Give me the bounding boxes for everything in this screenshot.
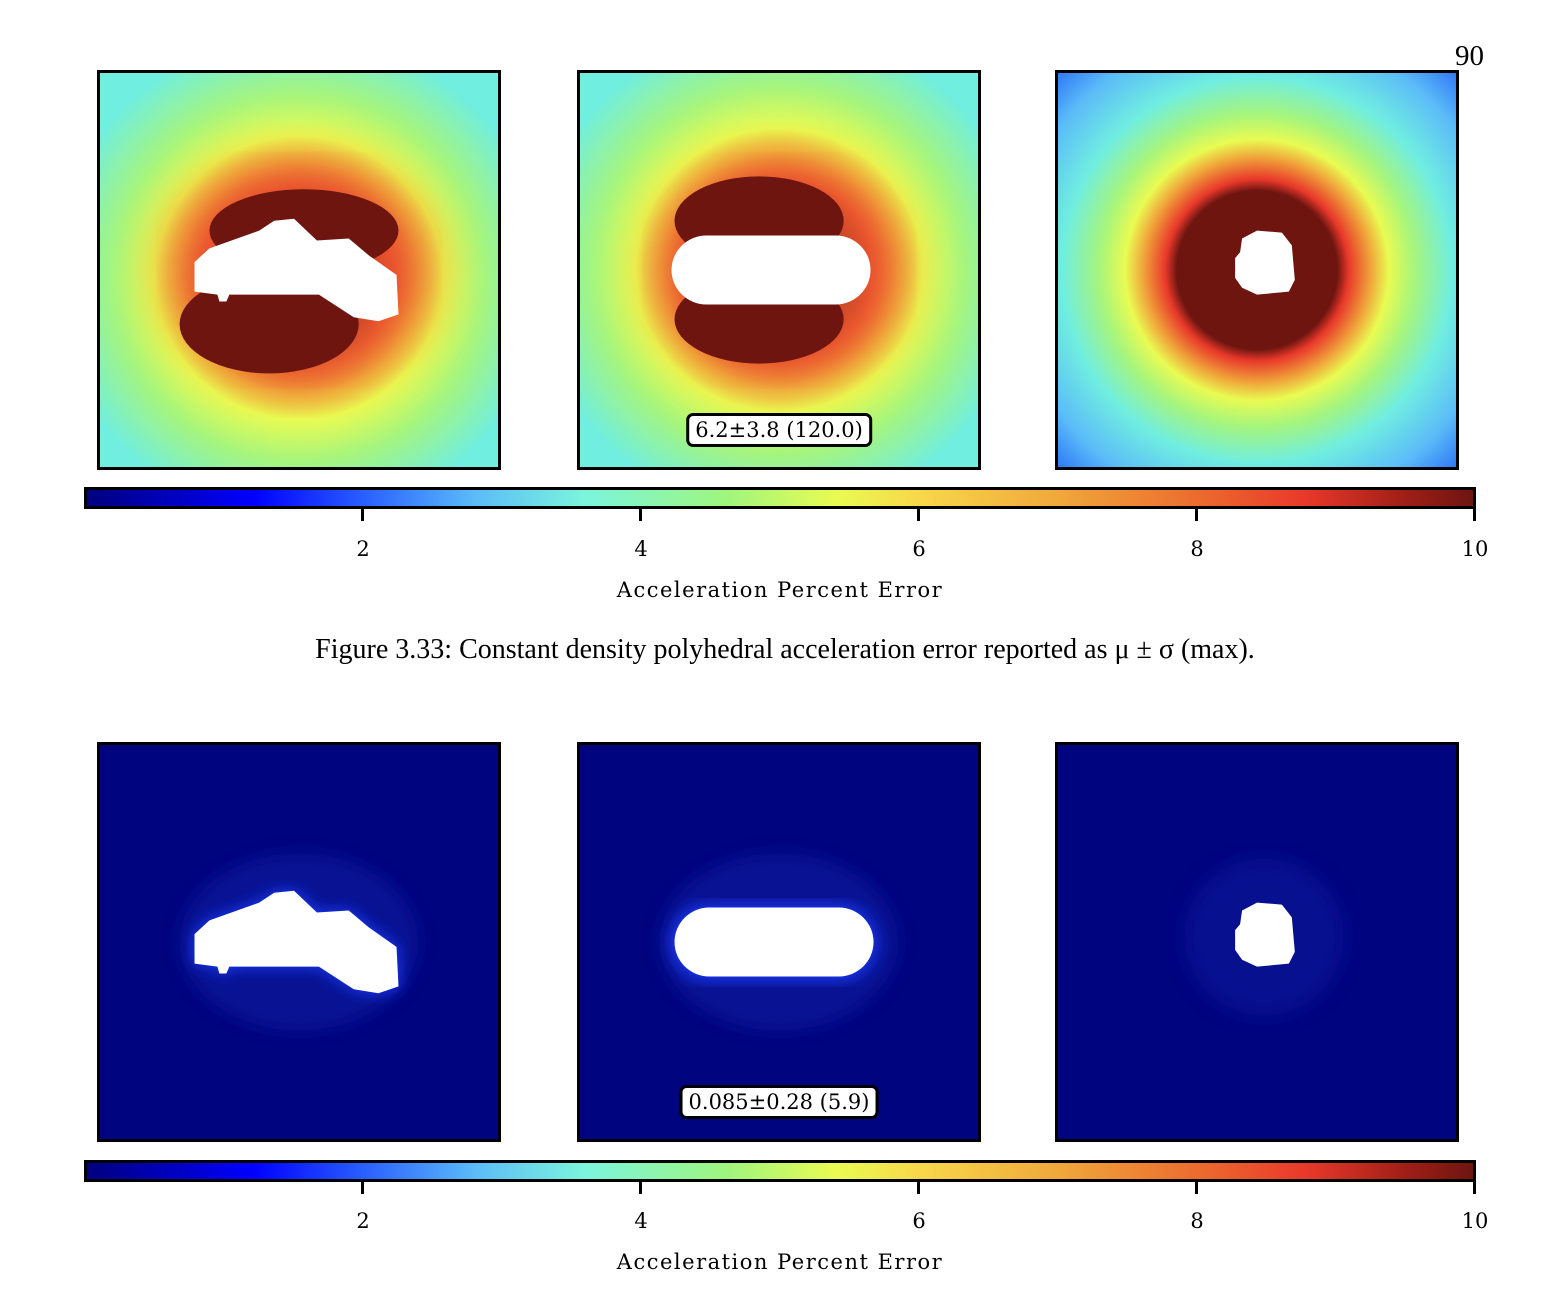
colorbar-tick	[1473, 1182, 1476, 1194]
tick-label: 6	[912, 537, 926, 561]
colorbar-tick	[1195, 1182, 1198, 1194]
colorbar-label: Acceleration Percent Error	[616, 578, 944, 602]
figure-caption: Figure 3.33: Constant density polyhedral…	[315, 634, 1255, 665]
tick-label: 8	[1190, 1209, 1204, 1233]
bottom-panel-capsule: 0.085±0.28 (5.9)	[577, 742, 981, 1142]
top-panel-capsule: 6.2±3.8 (120.0)	[577, 70, 981, 470]
tick-label: 4	[634, 537, 648, 561]
heatmap-image	[580, 73, 978, 467]
colorbar-tick	[639, 509, 642, 521]
tick-label: 10	[1461, 537, 1489, 561]
stat-annotation: 6.2±3.8 (120.0)	[686, 413, 872, 447]
bottom-panel-irregular	[97, 742, 501, 1142]
bottom-panel-compact	[1055, 742, 1459, 1142]
heatmap-image	[580, 745, 978, 1139]
tick-label: 2	[356, 1209, 370, 1233]
colorbar-top	[84, 487, 1476, 509]
colorbar-label: Acceleration Percent Error	[616, 1250, 944, 1274]
colorbar-tick	[639, 1182, 642, 1194]
colorbar-tick	[1473, 509, 1476, 521]
top-panel-compact	[1055, 70, 1459, 470]
stat-annotation: 0.085±0.28 (5.9)	[679, 1085, 879, 1119]
tick-label: 6	[912, 1209, 926, 1233]
tick-label: 4	[634, 1209, 648, 1233]
tick-label: 8	[1190, 537, 1204, 561]
heatmap-image	[1058, 73, 1456, 467]
heatmap-image	[100, 745, 498, 1139]
heatmap-image	[100, 73, 498, 467]
colorbar-tick	[361, 509, 364, 521]
tick-label: 2	[356, 537, 370, 561]
colorbar-tick	[917, 1182, 920, 1194]
colorbar-bottom	[84, 1160, 1476, 1182]
colorbar-tick	[1195, 509, 1198, 521]
colorbar-tick	[917, 509, 920, 521]
heatmap-image	[1058, 745, 1456, 1139]
tick-label: 10	[1461, 1209, 1489, 1233]
top-panel-irregular	[97, 70, 501, 470]
page-number: 90	[1455, 40, 1484, 72]
colorbar-tick	[361, 1182, 364, 1194]
